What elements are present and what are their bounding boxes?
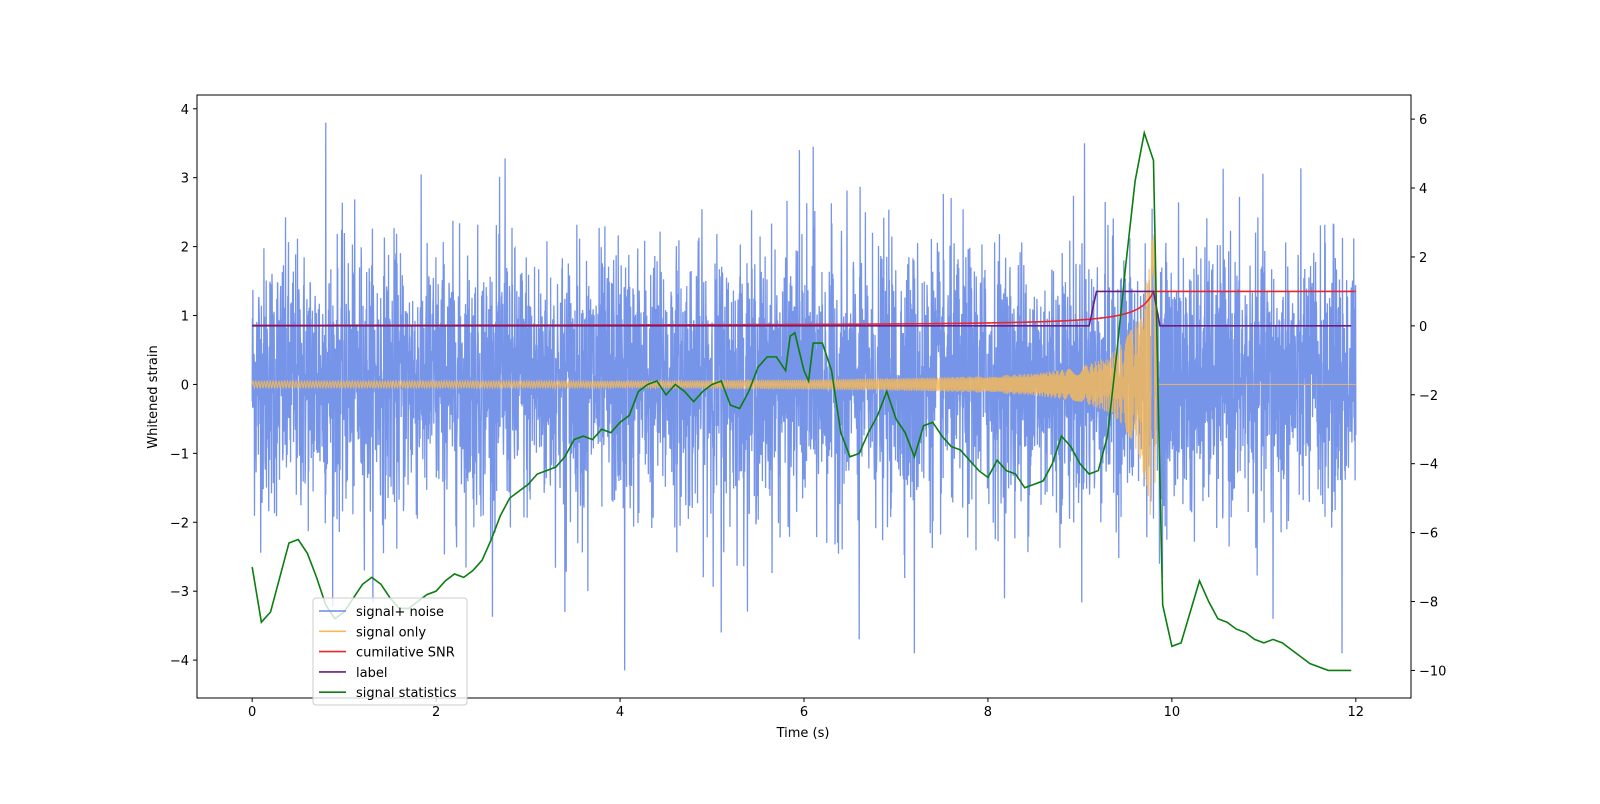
- y-tick-label: −2: [170, 516, 189, 531]
- y-axis-right: −10 −8 −6 −4 −2 0 2 4 6: [1411, 113, 1446, 679]
- y-tick-label: −1: [170, 447, 189, 462]
- y-axis-left: −4 −3 −2 −1 0 1 2 3 4: [170, 103, 197, 669]
- series-layer: [251, 122, 1357, 672]
- y-tick-label: −3: [170, 585, 189, 600]
- x-axis-label: Time (s): [776, 726, 830, 741]
- y-tick-label: 2: [181, 241, 189, 256]
- legend-label: cumilative SNR: [356, 646, 455, 661]
- legend-label: signal statistics: [356, 686, 457, 701]
- x-tick-label: 12: [1348, 705, 1365, 720]
- legend-box: [312, 597, 468, 706]
- x-tick-label: 8: [984, 705, 992, 720]
- series-signal-statistics: [251, 129, 1352, 672]
- x-tick-label: 6: [800, 705, 808, 720]
- x-tick-label: 4: [616, 705, 624, 720]
- y2-tick-label: 2: [1419, 251, 1427, 266]
- x-tick-label: 2: [432, 705, 440, 720]
- x-tick-label: 10: [1164, 705, 1181, 720]
- y-tick-label: 3: [181, 172, 189, 187]
- y2-tick-label: −6: [1419, 527, 1438, 542]
- y2-tick-label: −2: [1419, 389, 1438, 404]
- series-signal-only: [251, 234, 1356, 516]
- y2-tick-label: 4: [1419, 182, 1427, 197]
- series-signal-noise: [251, 122, 1357, 671]
- y-axis-label: Whitened strain: [146, 345, 161, 448]
- x-tick-label: 0: [248, 705, 256, 720]
- legend-label: label: [356, 666, 387, 681]
- y2-tick-label: 6: [1419, 113, 1427, 128]
- legend: signal+ noise signal only cumilative SNR la…: [312, 597, 468, 706]
- y-tick-label: −4: [170, 654, 189, 669]
- legend-label: signal only: [356, 625, 426, 640]
- y2-tick-label: −8: [1419, 596, 1438, 611]
- series-label: [252, 290, 1352, 327]
- x-axis: 0 2 4 6 8 10 12: [248, 698, 1364, 720]
- y2-tick-label: 0: [1419, 320, 1427, 335]
- y-tick-label: 1: [181, 310, 189, 325]
- y-tick-label: 0: [181, 378, 189, 393]
- y2-tick-label: −10: [1419, 664, 1446, 679]
- y2-tick-label: −4: [1419, 458, 1438, 473]
- y-tick-label: 4: [181, 103, 189, 118]
- legend-label: signal+ noise: [356, 605, 444, 620]
